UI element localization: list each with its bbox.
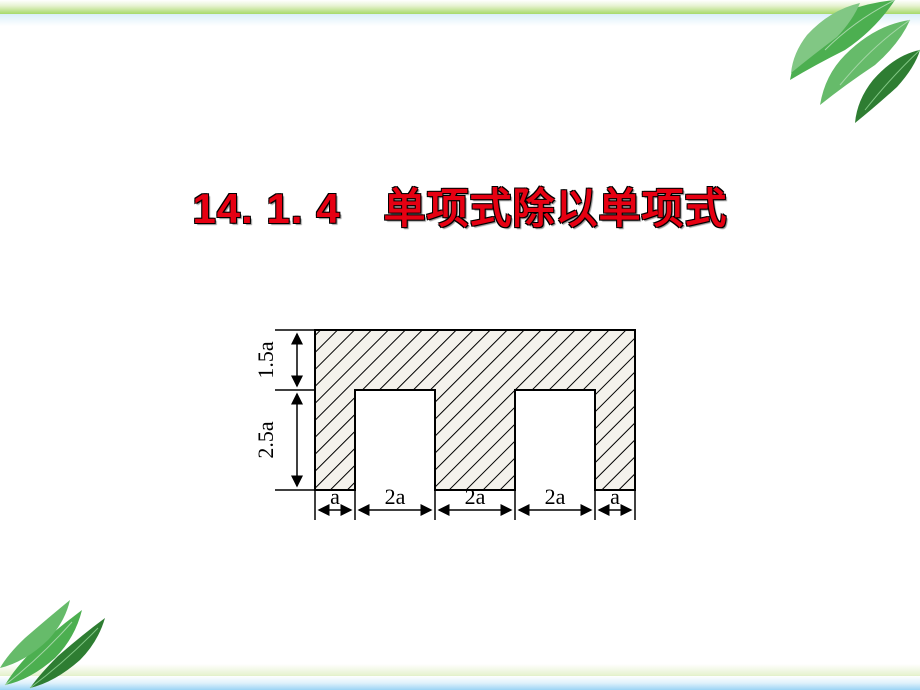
page-title: 14. 1. 4 单项式除以单项式 <box>192 185 727 232</box>
dimension-label: 2a <box>465 484 486 509</box>
dimension-label: 2a <box>545 484 566 509</box>
dimension-label: 1.5a <box>253 341 278 379</box>
leaves-decoration-top-right <box>745 0 920 135</box>
dimension-label: 2.5a <box>253 421 278 459</box>
shape-diagram: 1.5a 2.5a a 2a 2a 2a a <box>245 320 675 570</box>
e-shape <box>315 330 635 490</box>
dimension-label: a <box>610 484 620 509</box>
dimension-label: a <box>330 484 340 509</box>
leaves-decoration-bottom-left <box>0 590 160 690</box>
dimension-label: 2a <box>385 484 406 509</box>
